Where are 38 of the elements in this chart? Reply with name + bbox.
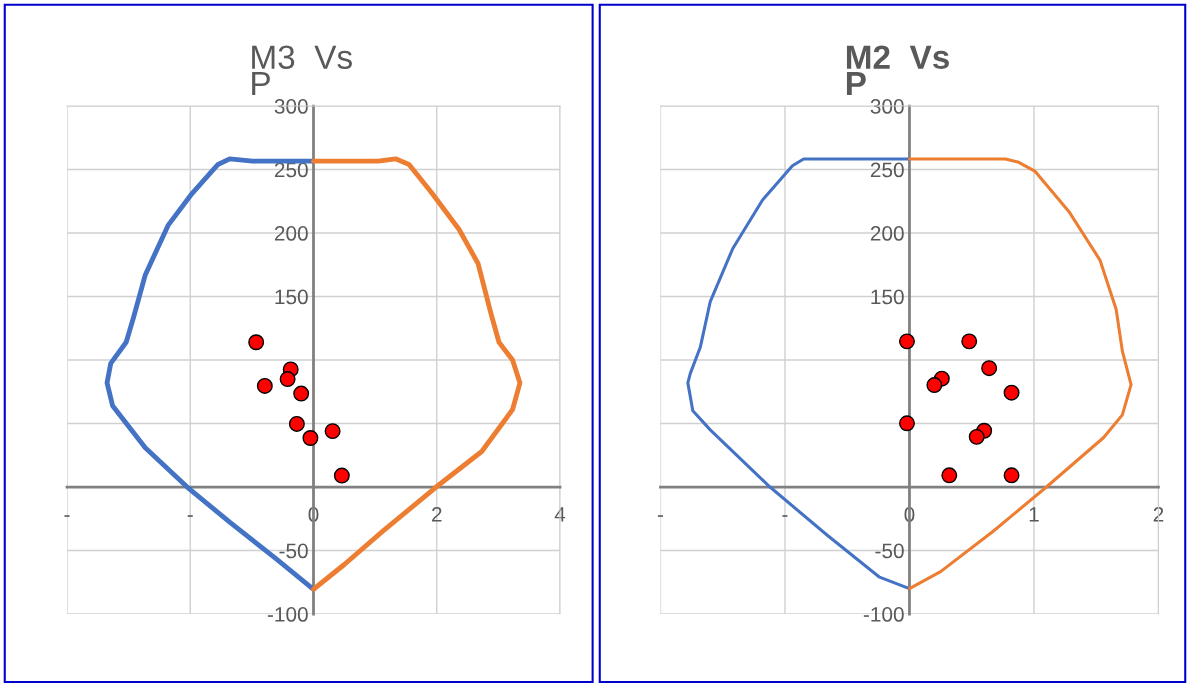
y-tick-label: 150 [871, 289, 904, 305]
point [898, 415, 915, 432]
point [961, 333, 978, 350]
y-tick-label: 200 [870, 226, 904, 241]
x-tick-label: - [187, 515, 193, 517]
y-tick-label: 200 [274, 226, 308, 241]
x-tick-label: - [782, 515, 788, 517]
y-tick-label: 300 [870, 99, 904, 114]
y-tick-label: 300 [274, 99, 308, 114]
point [333, 467, 350, 484]
x-tick-label: 2 [432, 507, 442, 522]
y-tick-label: 150 [275, 289, 308, 305]
x-tick-label: - [657, 515, 663, 517]
y-tick-label: 250 [870, 162, 904, 178]
y-tick-label: -50 [279, 543, 308, 559]
point [898, 333, 915, 350]
chart-title: M3 Vs P [252, 45, 352, 95]
x-tick-label: 1 [1029, 507, 1039, 522]
x-tick-label: - [64, 515, 70, 517]
y-tick-label: -50 [875, 543, 904, 559]
point [1003, 467, 1020, 484]
y-tick-label: -100 [863, 607, 904, 622]
point [941, 467, 958, 484]
y-tick-label: 250 [274, 162, 308, 178]
point [1003, 384, 1020, 401]
point [926, 377, 943, 394]
point [968, 428, 985, 445]
point [248, 334, 265, 351]
point [324, 423, 341, 440]
point [302, 430, 319, 446]
x-tick-label: 4 [554, 507, 566, 522]
point [279, 371, 296, 388]
point [288, 415, 305, 432]
y-tick-label: -100 [267, 607, 308, 622]
chart-title: M2 Vs P [846, 45, 949, 95]
point [981, 360, 998, 377]
point [256, 377, 273, 394]
point [293, 385, 310, 402]
